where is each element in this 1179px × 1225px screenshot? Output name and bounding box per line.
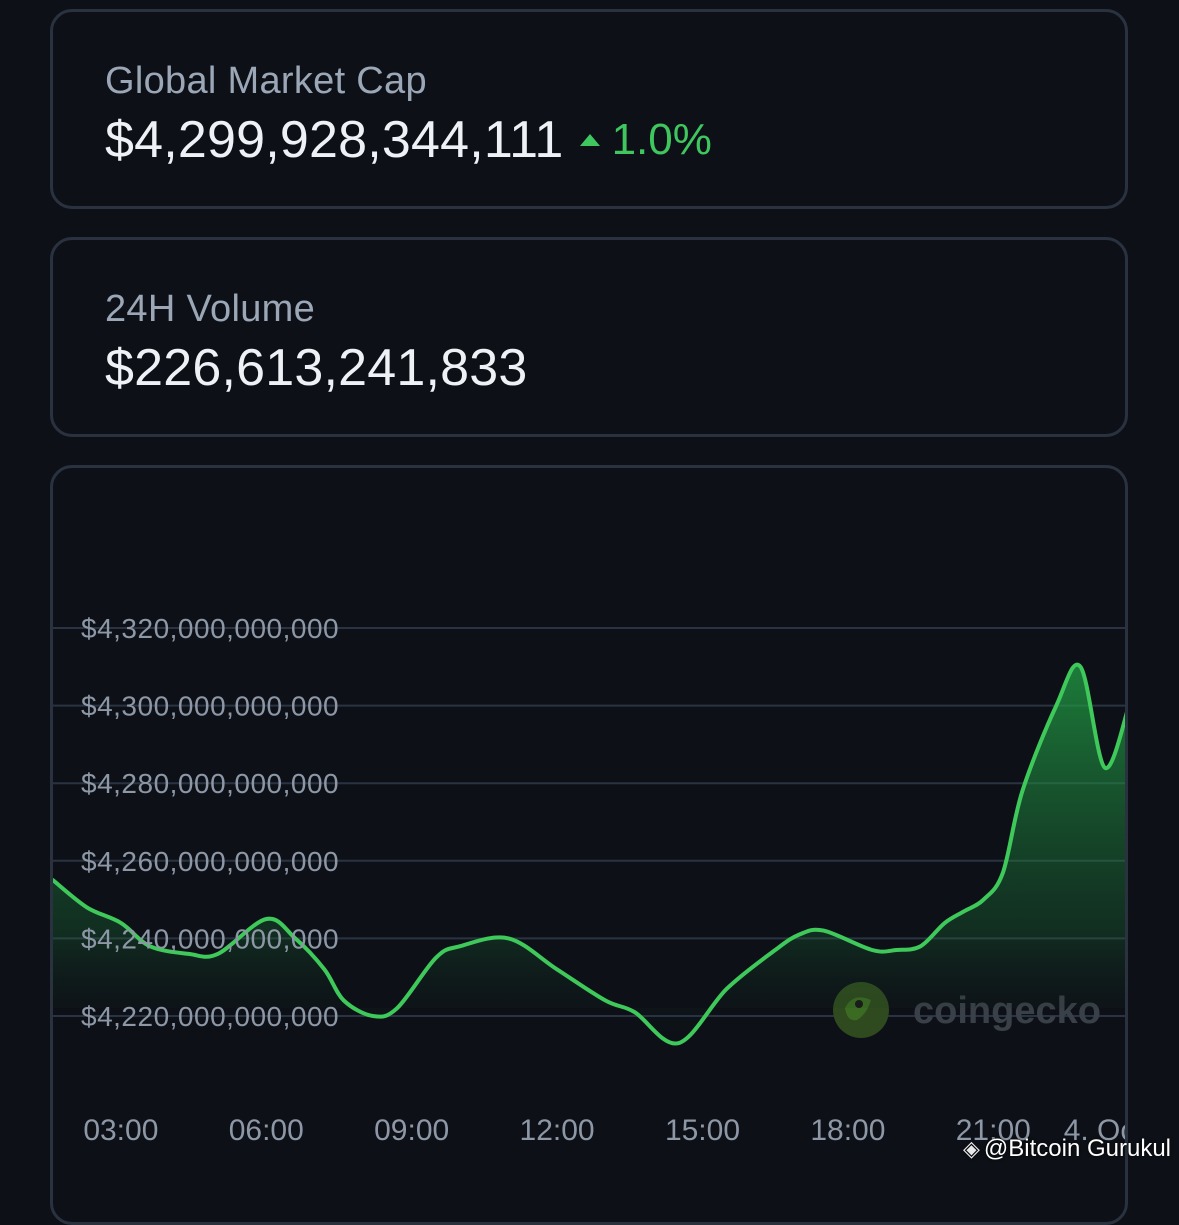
x-tick-label: 12:00 [520,1114,595,1147]
y-tick-label: $4,220,000,000,000 [81,1001,339,1032]
triangle-up-icon [579,134,600,146]
x-tick-label: 21:00 [956,1114,1031,1147]
series-line [53,662,1125,1046]
volume-24h-card: 24H Volume $226,613,241,833 [50,237,1128,437]
market-cap-chart-card: coingecko $4,320,000,000,000 $4,300,000,0… [50,465,1128,1225]
binance-diamond-icon: ◈ [962,1136,980,1161]
x-tick-label: 18:00 [810,1114,885,1147]
market-cap-change-value: 1.0% [611,115,712,164]
x-tick-label: 15:00 [665,1114,740,1147]
x-tick-label: 03:00 [83,1114,158,1147]
x-tick-label: 09:00 [374,1114,449,1147]
y-tick-label: $4,300,000,000,000 [81,691,339,722]
market-cap-change: 1.0% [578,115,712,165]
x-tick-label: 06:00 [229,1114,304,1147]
y-tick-label: $4,240,000,000,000 [81,923,339,954]
y-tick-label: $4,320,000,000,000 [81,613,339,644]
credit-text: @Bitcoin Gurukul [983,1135,1171,1162]
market-cap-value-row: $4,299,928,344,111 1.0% [105,110,712,170]
market-cap-chart[interactable]: coingecko $4,320,000,000,000$4,300,000,0… [53,468,1128,1225]
volume-label: 24H Volume [105,288,316,330]
area-fill [53,664,1125,1044]
x-tick-label: 4. Oc [1064,1114,1128,1147]
market-cap-value: $4,299,928,344,111 [105,111,564,169]
market-cap-label: Global Market Cap [105,60,427,102]
y-tick-label: $4,280,000,000,000 [81,768,339,799]
global-market-cap-card: Global Market Cap $4,299,928,344,111 1.0… [50,9,1128,209]
credit-watermark: ◈ @Bitcoin Gurukul [963,1135,1171,1163]
volume-value: $226,613,241,833 [105,339,528,397]
y-tick-label: $4,260,000,000,000 [81,846,339,877]
x-axis-labels: 03:00 06:00 09:00 12:00 15:00 18:00 21:00 4. Oc [83,1114,1128,1147]
grid-lines [53,627,1125,1017]
y-axis-labels: $4,320,000,000,000 $4,300,000,000,000 $4,2… [81,613,339,1032]
